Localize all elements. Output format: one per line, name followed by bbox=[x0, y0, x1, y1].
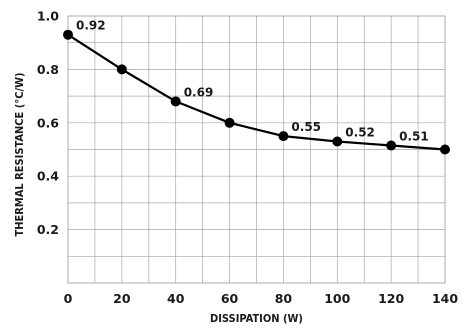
data-label: 0.51 bbox=[399, 129, 429, 143]
y-tick-label: 0.4 bbox=[37, 169, 59, 184]
data-point bbox=[224, 117, 235, 128]
y-axis-tick-labels: 0.2 0.4 0.6 0.8 1.0 bbox=[37, 9, 59, 238]
x-tick-label: 120 bbox=[378, 291, 404, 306]
x-axis-title: DISSIPATION (W) bbox=[210, 312, 303, 325]
x-tick-label: 80 bbox=[275, 291, 293, 306]
y-tick-label: 0.8 bbox=[37, 62, 59, 77]
y-tick-label: 1.0 bbox=[37, 9, 59, 24]
data-labels: 0.92 0.69 0.55 0.52 0.51 bbox=[76, 19, 429, 144]
data-point bbox=[278, 131, 289, 142]
x-tick-label: 60 bbox=[221, 291, 239, 306]
data-point bbox=[63, 29, 73, 40]
data-label: 0.92 bbox=[76, 19, 106, 33]
data-label: 0.55 bbox=[291, 120, 321, 134]
grid bbox=[68, 16, 445, 283]
y-tick-label: 0.6 bbox=[37, 115, 59, 130]
data-point bbox=[332, 136, 343, 147]
data-point bbox=[170, 96, 181, 107]
data-point bbox=[440, 144, 450, 155]
data-label: 0.52 bbox=[345, 125, 375, 139]
x-axis-tick-labels: 0 20 40 60 80 100 120 140 bbox=[64, 291, 459, 306]
x-tick-label: 0 bbox=[64, 291, 73, 306]
x-tick-label: 140 bbox=[432, 291, 458, 306]
x-tick-label: 100 bbox=[324, 291, 350, 306]
y-tick-label: 0.2 bbox=[37, 222, 59, 237]
data-points bbox=[63, 29, 450, 155]
data-point bbox=[116, 64, 127, 75]
y-axis-title: THERMAL RESISTANCE (°C/W) bbox=[13, 72, 26, 236]
x-tick-label: 40 bbox=[167, 291, 185, 306]
x-tick-label: 20 bbox=[113, 291, 131, 306]
data-label: 0.69 bbox=[184, 85, 214, 99]
series-line bbox=[67, 33, 446, 151]
data-point bbox=[386, 140, 397, 151]
